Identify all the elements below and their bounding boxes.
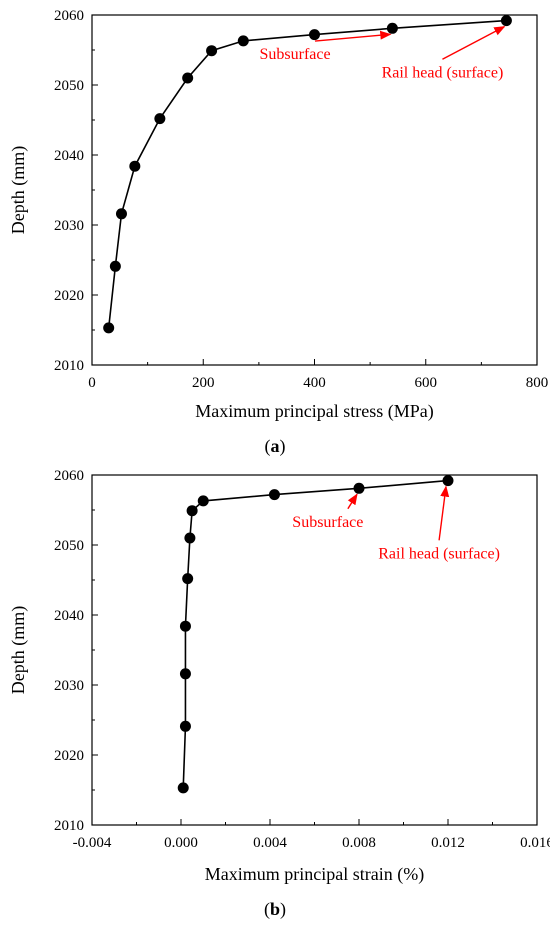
data-point bbox=[500, 15, 512, 27]
annotation-arrow bbox=[347, 493, 358, 510]
panel-label: (b) bbox=[264, 899, 286, 920]
x-tick-label: 0.008 bbox=[342, 835, 376, 851]
data-point bbox=[268, 489, 280, 501]
x-axis-label: Maximum principal stress (MPa) bbox=[195, 401, 433, 422]
y-tick-label: 2030 bbox=[54, 678, 84, 694]
data-point bbox=[309, 29, 320, 41]
y-tick-label: 2010 bbox=[54, 818, 84, 834]
y-axis-label: Depth (mm) bbox=[8, 606, 29, 694]
data-point bbox=[353, 482, 365, 494]
y-tick-label: 2050 bbox=[54, 78, 84, 94]
x-tick-label: 200 bbox=[192, 375, 215, 391]
annotation-label: Subsurface bbox=[292, 514, 363, 531]
y-tick-label: 2010 bbox=[54, 358, 84, 374]
chart-panel-b: -0.004 0.000 0.004 0.008 0.012 0.016 2010 2020 2… bbox=[8, 468, 550, 920]
y-tick-label: 2060 bbox=[54, 468, 84, 484]
annotation-label: Subsurface bbox=[259, 46, 330, 63]
chart-panel-a: 0 200 400 600 800 2010 2020 2030 2040 2050 2060 Max… bbox=[8, 8, 548, 457]
data-point bbox=[129, 160, 141, 172]
data-point bbox=[103, 322, 115, 334]
data-point bbox=[186, 505, 198, 517]
data-point bbox=[154, 113, 166, 125]
x-tick-label: 0.004 bbox=[253, 835, 287, 851]
x-tick-label: 0.000 bbox=[164, 835, 198, 851]
data-point bbox=[179, 668, 191, 680]
data-point bbox=[179, 720, 191, 732]
data-point bbox=[184, 532, 196, 544]
panel-label: (a) bbox=[265, 436, 286, 457]
annotation-label: Rail head (surface) bbox=[378, 545, 500, 562]
data-point bbox=[182, 72, 194, 84]
x-tick-label: 0.012 bbox=[431, 835, 465, 851]
data-point bbox=[179, 620, 191, 632]
y-tick-label: 2030 bbox=[54, 218, 84, 234]
x-tick-label: 0.016 bbox=[520, 835, 550, 851]
data-point bbox=[442, 475, 454, 487]
data-point bbox=[182, 573, 194, 585]
x-tick-label: 0 bbox=[88, 375, 96, 391]
data-point bbox=[197, 495, 209, 507]
x-axis-label: Maximum principal strain (%) bbox=[205, 864, 424, 885]
data-point bbox=[115, 208, 127, 220]
data-point bbox=[237, 35, 249, 47]
x-tick-label: -0.004 bbox=[73, 835, 112, 851]
data-point bbox=[206, 45, 218, 57]
y-tick-label: 2040 bbox=[54, 148, 84, 164]
y-tick-label: 2050 bbox=[54, 538, 84, 554]
data-point bbox=[109, 260, 121, 272]
annotation-arrow bbox=[442, 25, 506, 60]
annotation-label: Rail head (surface) bbox=[382, 64, 504, 81]
y-axis-label: Depth (mm) bbox=[8, 146, 29, 234]
x-tick-label: 600 bbox=[415, 375, 438, 391]
data-point bbox=[177, 782, 189, 794]
panel-letter: a bbox=[271, 436, 280, 456]
data-point bbox=[386, 22, 398, 34]
y-tick-label: 2020 bbox=[54, 288, 84, 304]
x-tick-label: 800 bbox=[526, 375, 549, 391]
x-tick-label: 400 bbox=[303, 375, 326, 391]
y-tick-label: 2040 bbox=[54, 608, 84, 624]
panel-letter: b bbox=[270, 899, 280, 919]
annotation-arrow bbox=[438, 485, 450, 541]
y-tick-label: 2020 bbox=[54, 748, 84, 764]
annotation-arrow bbox=[314, 30, 392, 42]
y-tick-label: 2060 bbox=[54, 8, 84, 24]
